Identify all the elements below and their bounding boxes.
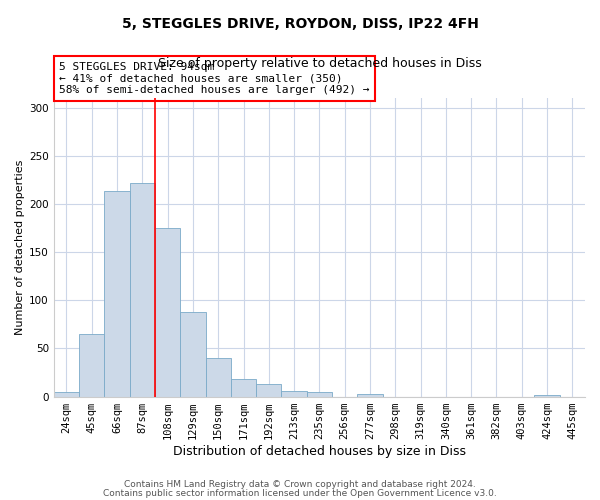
Text: Contains HM Land Registry data © Crown copyright and database right 2024.: Contains HM Land Registry data © Crown c… (124, 480, 476, 489)
Bar (231, 379, 256, 396)
Bar (358, 394, 383, 396)
Bar (79, 334, 104, 396)
Bar (256, 384, 281, 396)
Text: 5 STEGGLES DRIVE: 94sqm
← 41% of detached houses are smaller (350)
58% of semi-d: 5 STEGGLES DRIVE: 94sqm ← 41% of detache… (59, 62, 370, 95)
X-axis label: Distribution of detached houses by size in Diss: Distribution of detached houses by size … (173, 444, 466, 458)
Text: 5, STEGGLES DRIVE, ROYDON, DISS, IP22 4FH: 5, STEGGLES DRIVE, ROYDON, DISS, IP22 4F… (122, 18, 478, 32)
Bar (54, 392, 79, 396)
Bar (104, 192, 130, 396)
Title: Size of property relative to detached houses in Diss: Size of property relative to detached ho… (158, 58, 481, 70)
Bar (281, 391, 307, 396)
Text: Contains public sector information licensed under the Open Government Licence v3: Contains public sector information licen… (103, 488, 497, 498)
Bar (130, 183, 155, 396)
Bar (535, 394, 560, 396)
Bar (206, 358, 231, 397)
Y-axis label: Number of detached properties: Number of detached properties (15, 160, 25, 335)
Bar (307, 392, 332, 396)
Bar (180, 312, 206, 396)
Bar (155, 228, 180, 396)
